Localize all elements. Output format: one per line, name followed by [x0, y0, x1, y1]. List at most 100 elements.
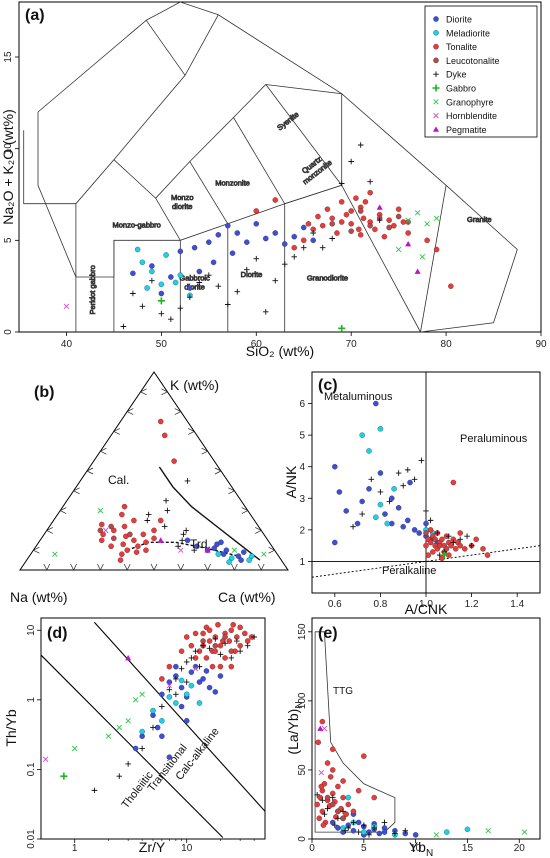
diorite-point: [177, 248, 184, 255]
panel-a-tas: Peridot gabbro Monzo-gabbro Monzo diorite Mo…: [0, 1, 547, 359]
diorite-point: [178, 703, 185, 710]
legend-label-tonalite: Tonalite: [446, 42, 477, 52]
y-tick-label: 15: [3, 51, 14, 63]
dyke-point: [366, 832, 372, 838]
tonalite-point: [462, 546, 468, 552]
dyke-point: [192, 648, 199, 654]
diorite-point: [423, 520, 429, 527]
tonalite-point: [222, 655, 228, 661]
meladiorite-point: [166, 694, 173, 700]
dyke-point: [179, 537, 185, 544]
panel-d-field-lines: [40, 621, 266, 838]
diorite-point: [210, 259, 217, 266]
leucotonalite-point: [127, 531, 133, 538]
diorite-point: [158, 290, 165, 297]
tonalite-point: [452, 546, 459, 552]
tonalite-point: [424, 237, 430, 244]
tonalite-point: [348, 208, 354, 214]
tonalite-point: [430, 549, 436, 555]
diorite-point: [272, 230, 279, 236]
dyke-point: [130, 290, 136, 297]
diorite-point: [203, 668, 210, 674]
field-ttg: TTG: [333, 686, 353, 697]
dyke-point: [395, 470, 402, 476]
dyke-point: [423, 508, 429, 514]
tonalite-point: [244, 638, 251, 644]
panel-e-points: [314, 718, 528, 838]
dyke-point: [139, 745, 145, 752]
dyke-point: [300, 244, 307, 251]
x-tick-label: 0: [309, 843, 315, 854]
meladiorite-point: [249, 553, 255, 559]
tonalite-point: [329, 746, 336, 752]
tas-field-gabbroic-diorite: Gabbroic diorite: [179, 274, 210, 292]
tonalite-point: [237, 642, 243, 649]
panel-e-x-axis-title-sub: N: [426, 848, 433, 858]
dyke-point: [355, 829, 362, 835]
tonalite-point: [120, 541, 126, 548]
tonalite-point: [334, 230, 340, 236]
diorite-point: [389, 495, 395, 502]
diorite-point: [235, 553, 242, 559]
tas-field-diorite: Diorite: [241, 270, 263, 279]
tonalite-point: [291, 244, 297, 251]
diorite-point: [343, 508, 349, 514]
tonalite-point: [329, 767, 336, 773]
tas-boundary: [75, 159, 181, 332]
tonalite-point: [395, 206, 402, 212]
tonalite-point: [151, 527, 157, 534]
panel-d-x-axis-title: Zr/Y: [139, 839, 166, 855]
ternary-tick: [113, 428, 120, 435]
diorite-point: [336, 489, 343, 495]
tonalite-point: [400, 219, 407, 225]
tonalite-point: [217, 642, 224, 649]
tonalite-point: [343, 211, 350, 218]
x-tick-label: 1.2: [465, 599, 479, 610]
dyke-point: [262, 309, 269, 315]
panel-b-points: [52, 418, 267, 565]
dyke-point: [319, 244, 326, 251]
diorite-point: [366, 486, 372, 492]
x-tick-label: 15: [462, 843, 474, 854]
dyke-point: [215, 283, 222, 289]
granophyre-point: [97, 507, 104, 514]
dyke-point: [149, 277, 155, 284]
dyke-point: [468, 542, 475, 549]
panel-c-acnk: 0.6 0.8 1.0 1.2 1.4 1 2 3 4 5 6 (c) Metaluminous P…: [283, 371, 541, 617]
diorite-point: [196, 679, 203, 685]
dyke-point: [212, 636, 219, 642]
meladiorite-point: [226, 559, 232, 565]
meladiorite-point: [377, 426, 384, 432]
y-tick-label: 4: [299, 462, 305, 473]
leucotonalite-point: [357, 208, 364, 214]
meladiorite-point: [172, 279, 179, 286]
diorite-point: [400, 523, 406, 530]
leucotonalite-point: [386, 224, 392, 231]
leucotonalite-point: [367, 222, 373, 229]
ternary-tick: [174, 408, 181, 415]
granophyre-point: [414, 210, 421, 216]
dyke-point: [125, 761, 131, 767]
pegmatite-point: [317, 725, 324, 731]
meladiorite-point: [443, 829, 450, 835]
tonalite-point: [425, 552, 432, 558]
tonalite-point: [272, 197, 279, 203]
ternary-tick: [188, 428, 195, 435]
diorite-point: [382, 511, 388, 517]
x-tick-label: 90: [535, 339, 547, 350]
tas-field-monzo-gabbro: Monzo-gabbro: [112, 221, 160, 230]
dyke-point: [175, 543, 181, 550]
leucotonalite-point: [222, 634, 228, 640]
tonalite-point: [320, 822, 327, 828]
dyke-point: [191, 547, 197, 553]
ternary-tick: [127, 408, 134, 415]
tonalite-point: [355, 787, 362, 794]
tonalite-point: [135, 543, 141, 549]
dyke-point: [91, 787, 98, 794]
tonalite-point: [209, 663, 216, 670]
ternary-tick: [241, 507, 248, 514]
tonalite-point: [131, 517, 137, 524]
diorite-point: [244, 239, 250, 245]
tonalite-point: [348, 221, 354, 227]
dyke-point: [411, 476, 418, 483]
